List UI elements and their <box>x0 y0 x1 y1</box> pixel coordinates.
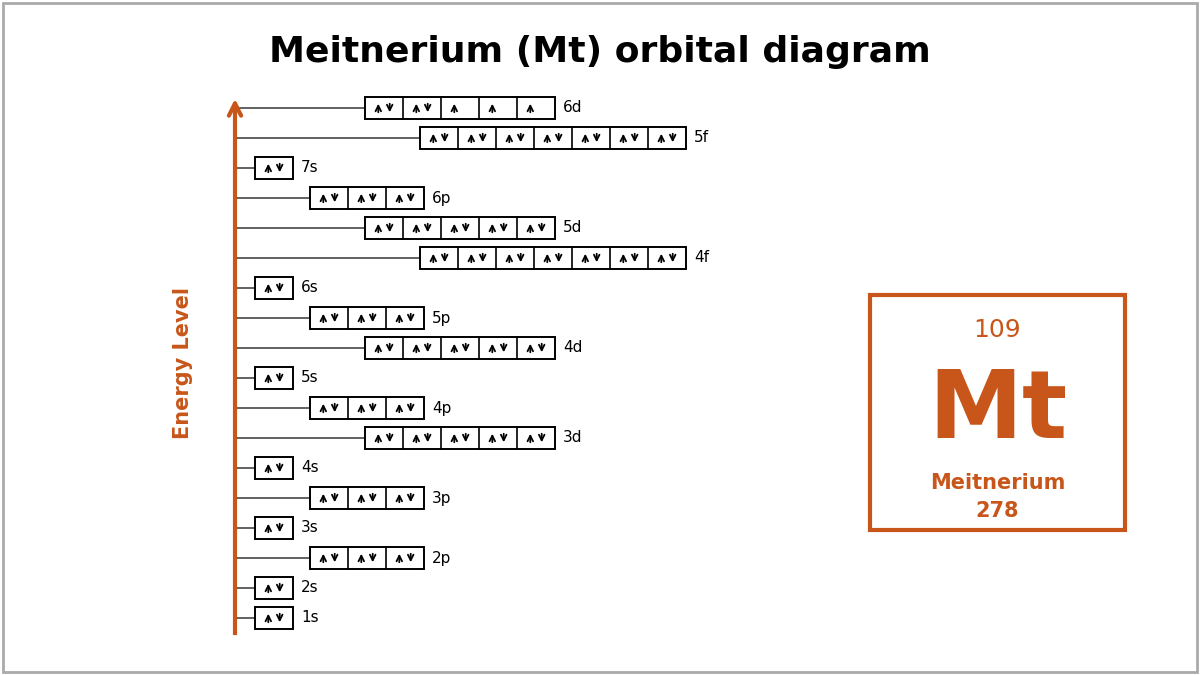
Text: 7s: 7s <box>301 161 319 176</box>
Text: 5f: 5f <box>694 130 709 146</box>
Text: Meitnerium: Meitnerium <box>930 473 1066 493</box>
Text: 4s: 4s <box>301 460 319 475</box>
Bar <box>310 487 424 509</box>
Text: 6d: 6d <box>563 101 582 115</box>
Text: 5s: 5s <box>301 371 319 385</box>
Text: 3s: 3s <box>301 520 319 535</box>
Text: 278: 278 <box>976 502 1019 521</box>
Text: Energy Level: Energy Level <box>173 287 193 439</box>
Bar <box>256 607 293 629</box>
Text: 4d: 4d <box>563 340 582 356</box>
Bar <box>256 157 293 179</box>
Bar <box>310 187 424 209</box>
Bar <box>256 277 293 299</box>
Bar <box>365 427 554 449</box>
Bar <box>256 457 293 479</box>
Text: Mt: Mt <box>928 367 1067 458</box>
Text: 3d: 3d <box>563 431 582 446</box>
Text: 2p: 2p <box>432 551 451 566</box>
Text: 1s: 1s <box>301 610 319 626</box>
Text: 6s: 6s <box>301 281 319 296</box>
Bar <box>256 517 293 539</box>
Text: 2s: 2s <box>301 580 319 595</box>
Text: 109: 109 <box>973 318 1021 342</box>
Text: 4f: 4f <box>694 250 709 265</box>
Text: 6p: 6p <box>432 190 451 205</box>
Bar <box>310 307 424 329</box>
Text: 5d: 5d <box>563 221 582 236</box>
Text: 5p: 5p <box>432 310 451 325</box>
Bar <box>256 367 293 389</box>
Bar <box>365 337 554 359</box>
Bar <box>365 217 554 239</box>
Bar <box>420 127 686 149</box>
Bar <box>310 397 424 419</box>
Bar <box>256 577 293 599</box>
Bar <box>870 295 1126 530</box>
Text: Meitnerium (Mt) orbital diagram: Meitnerium (Mt) orbital diagram <box>269 35 931 69</box>
Bar <box>420 247 686 269</box>
Text: 4p: 4p <box>432 400 451 416</box>
Text: 3p: 3p <box>432 491 451 506</box>
Bar <box>365 97 554 119</box>
Bar <box>310 547 424 569</box>
